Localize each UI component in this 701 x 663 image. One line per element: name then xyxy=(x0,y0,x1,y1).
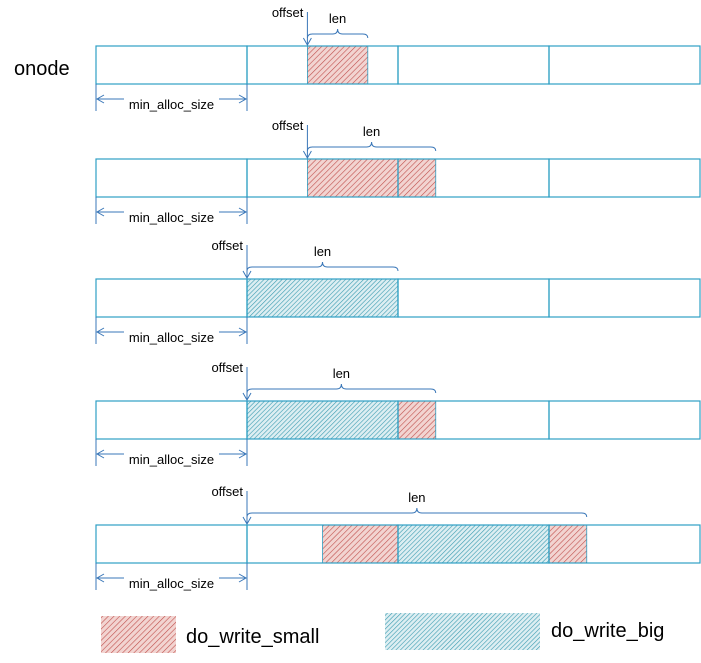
segment-big-2 xyxy=(397,524,550,564)
segment-small-1 xyxy=(306,158,399,198)
min-alloc-size-label: min_alloc_size xyxy=(129,210,214,225)
offset-label: offset xyxy=(211,238,243,253)
segment-small-1 xyxy=(306,45,369,85)
segment-big-1 xyxy=(246,278,399,318)
block-1 xyxy=(95,278,248,318)
min-alloc-dimension: min_alloc_size xyxy=(95,563,248,591)
segment-small-2 xyxy=(397,158,437,198)
offset-label: offset xyxy=(272,118,304,133)
len-label: len xyxy=(329,11,346,26)
len-label: len xyxy=(333,366,350,381)
row-4: min_alloc_size offset len xyxy=(95,360,701,467)
block-4 xyxy=(548,278,701,318)
block-3 xyxy=(397,278,550,318)
segment-small-3 xyxy=(548,524,588,564)
offset-marker: offset xyxy=(211,238,252,280)
block-4 xyxy=(548,524,701,564)
min-alloc-size-label: min_alloc_size xyxy=(129,452,214,467)
legend-big-label: do_write_big xyxy=(551,620,664,642)
len-brace: len xyxy=(306,124,437,152)
block-1 xyxy=(95,45,248,85)
block-1 xyxy=(95,524,248,564)
offset-marker: offset xyxy=(211,484,252,526)
block-4 xyxy=(548,45,701,85)
offset-marker: offset xyxy=(272,5,312,47)
block-4 xyxy=(548,158,701,198)
min-alloc-size-label: min_alloc_size xyxy=(129,576,214,591)
segment-small-1 xyxy=(322,524,399,564)
min-alloc-dimension: min_alloc_size xyxy=(95,84,248,112)
row-2: min_alloc_size offset len xyxy=(95,118,701,225)
segment-small-2 xyxy=(397,400,437,440)
block-1 xyxy=(95,400,248,440)
min-alloc-dimension: min_alloc_size xyxy=(95,439,248,467)
onode-label: onode xyxy=(14,58,70,80)
offset-label: offset xyxy=(211,360,243,375)
min-alloc-dimension: min_alloc_size xyxy=(95,197,248,225)
offset-marker: offset xyxy=(211,360,252,402)
row-5: min_alloc_size offset len xyxy=(95,484,701,591)
len-brace: len xyxy=(246,244,399,272)
block-3 xyxy=(397,45,550,85)
min-alloc-size-label: min_alloc_size xyxy=(129,97,214,112)
len-label: len xyxy=(363,124,380,139)
len-label: len xyxy=(408,490,425,505)
legend-big-swatch xyxy=(385,613,540,650)
offset-label: offset xyxy=(272,5,304,20)
block-1 xyxy=(95,158,248,198)
len-brace: len xyxy=(246,490,588,518)
legend: do_write_small do_write_big xyxy=(101,613,664,653)
min-alloc-dimension: min_alloc_size xyxy=(95,317,248,345)
row-3: min_alloc_size offset len xyxy=(95,238,701,345)
legend-small-label: do_write_small xyxy=(186,626,319,648)
len-brace: len xyxy=(246,366,437,394)
segment-big-1 xyxy=(246,400,399,440)
offset-label: offset xyxy=(211,484,243,499)
offset-marker: offset xyxy=(272,118,312,160)
block-4 xyxy=(548,400,701,440)
row-1: min_alloc_size offset len xyxy=(95,5,701,112)
min-alloc-size-label: min_alloc_size xyxy=(129,330,214,345)
len-label: len xyxy=(314,244,331,259)
len-brace: len xyxy=(306,11,369,39)
legend-small-swatch xyxy=(101,616,176,653)
